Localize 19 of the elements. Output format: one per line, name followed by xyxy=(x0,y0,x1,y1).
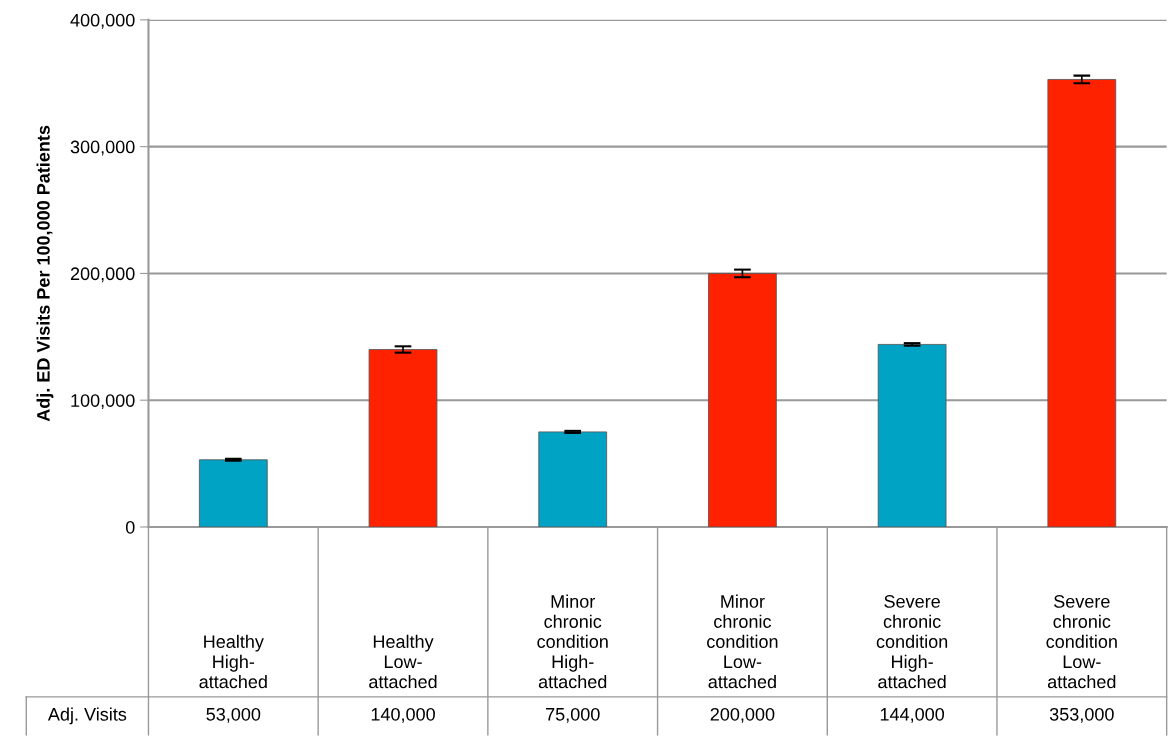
x-tick-label: Minor chronic condition Low- attached xyxy=(707,594,778,689)
y-tick-label: 0 xyxy=(125,520,135,534)
x-tick-label: Healthy Low- attached xyxy=(369,634,437,689)
text: Adj. Visits xyxy=(47,707,127,725)
y-tick-label: 400,000 xyxy=(70,13,135,29)
y-tick-label: 200,000 xyxy=(70,267,135,283)
y-tick-label: 100,000 xyxy=(71,394,135,410)
data-label: 353,000 xyxy=(1049,707,1114,723)
x-tick-label: Severe chronic condition High- attached xyxy=(876,595,948,689)
x-tick-label: Minor chronic condition High- attached xyxy=(537,594,608,689)
y-tick-label: 300,000 xyxy=(70,140,135,156)
x-tick-label: Healthy High- attached xyxy=(199,634,267,689)
data-label: 144,000 xyxy=(880,707,945,723)
data-label: 140,000 xyxy=(371,707,435,723)
data-label: 200,000 xyxy=(710,707,775,723)
x-tick-label: Severe chronic condition Low- attached xyxy=(1046,595,1117,689)
y-axis-title: Adj. ED Visits Per 100,000 Patients xyxy=(36,125,54,422)
data-label: 75,000 xyxy=(546,707,600,723)
data-label: 53,000 xyxy=(206,707,261,723)
